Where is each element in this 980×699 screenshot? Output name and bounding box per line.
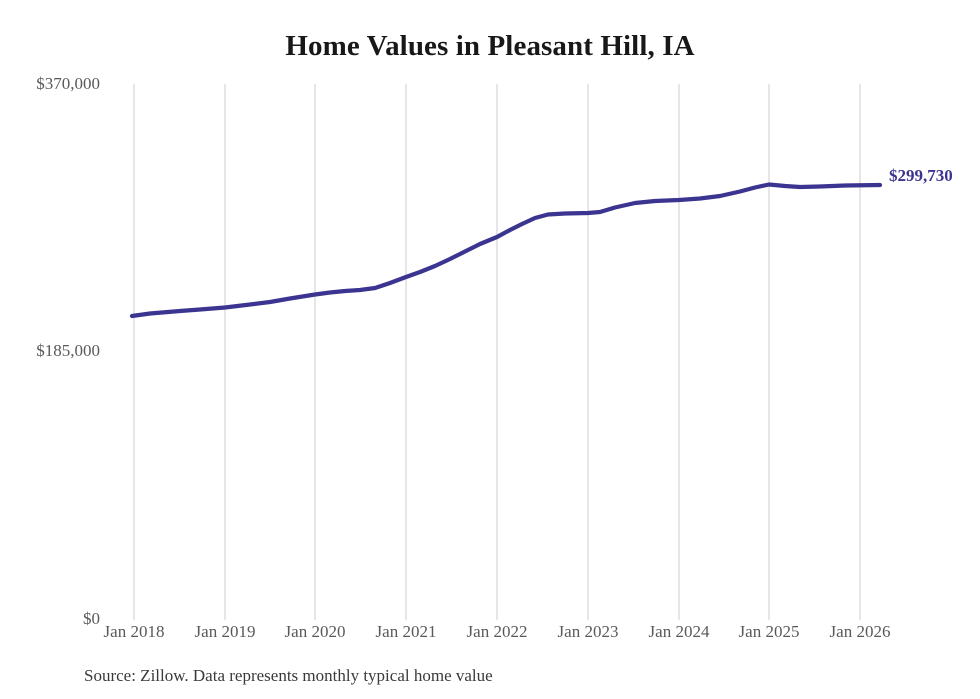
value-line-series [129,182,883,319]
x-axis-tick-jan-2023: Jan 2023 [557,622,619,641]
page-title: Home Values in Pleasant Hill, IA [285,30,695,62]
x-axis-tick-jan-2018: Jan 2018 [103,622,165,641]
x-axis-tick-jan-2022: Jan 2022 [466,622,528,641]
x-gridlines [133,84,861,620]
end-value-label: $299,730 [889,166,953,185]
source-note: Source: Zillow. Data represents monthly … [84,666,493,685]
x-axis-tick-jan-2026: Jan 2026 [829,622,891,641]
y-axis-tick-185000: $185,000 [36,341,100,360]
x-axis-tick-jan-2019: Jan 2019 [194,622,256,641]
x-axis-tick-jan-2021: Jan 2021 [375,622,437,641]
x-axis-tick-jan-2025: Jan 2025 [738,622,800,641]
x-axis-tick-jan-2020: Jan 2020 [284,622,346,641]
y-axis-tick-370000: $370,000 [36,74,100,93]
y-axis-tick-0: $0 [83,609,100,628]
x-axis-tick-jan-2024: Jan 2024 [648,622,710,641]
